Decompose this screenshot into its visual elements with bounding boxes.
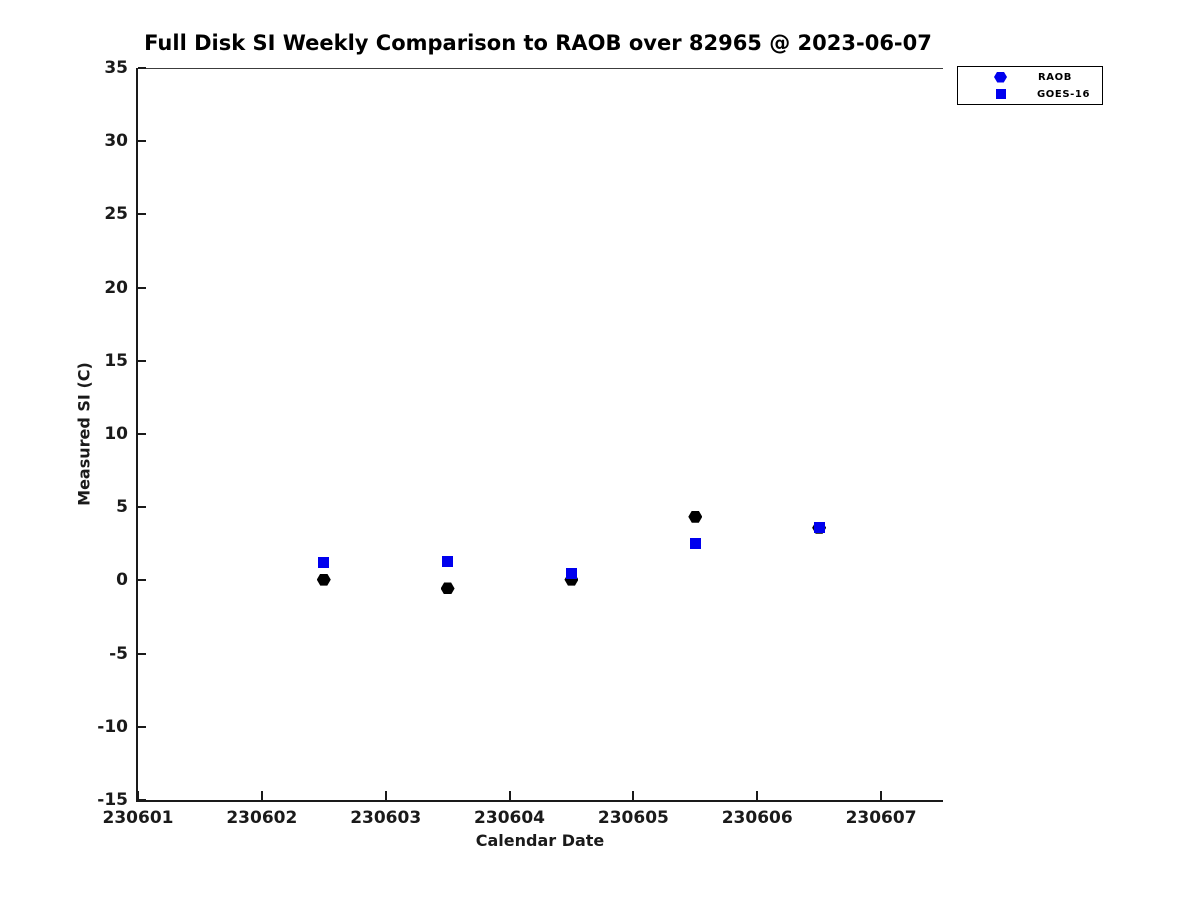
data-point-goes-16 — [318, 556, 330, 568]
x-axis-line — [136, 800, 943, 802]
x-tick-label: 230607 — [845, 808, 917, 828]
x-tick-label: 230606 — [721, 808, 793, 828]
y-tick-label: 30 — [104, 131, 128, 152]
y-tick — [138, 359, 146, 362]
data-point-goes-16 — [565, 568, 577, 580]
x-tick-label: 230603 — [350, 808, 422, 828]
legend-box: RAOB GOES-16 — [957, 66, 1103, 105]
y-tick-label: 5 — [116, 497, 128, 518]
chart-title: Full Disk SI Weekly Comparison to RAOB o… — [144, 31, 932, 55]
y-tick-label: -10 — [97, 716, 128, 737]
x-tick — [756, 791, 759, 800]
x-tick-label: 230601 — [102, 808, 174, 828]
x-tick-label: 230604 — [474, 808, 546, 828]
data-point-goes-16 — [442, 555, 454, 567]
legend-entry-raob: RAOB — [958, 70, 1102, 84]
y-tick-label: 20 — [104, 277, 128, 298]
y-tick — [138, 213, 146, 216]
square-icon — [996, 89, 1006, 99]
y-tick-label: -15 — [97, 790, 128, 810]
y-tick — [138, 725, 146, 728]
y-tick — [138, 140, 146, 143]
y-tick-label: -5 — [109, 643, 128, 664]
y-tick-label: 35 — [104, 58, 128, 78]
y-tick — [138, 67, 146, 69]
legend-label: RAOB — [1038, 71, 1072, 83]
x-tick — [137, 791, 139, 800]
x-tick-label: 230602 — [226, 808, 298, 828]
x-tick — [632, 791, 635, 800]
data-point-raob — [688, 510, 703, 523]
legend-label: GOES-16 — [1037, 88, 1091, 100]
data-point-goes-16 — [689, 537, 701, 549]
x-tick — [880, 791, 883, 800]
y-tick-label: 0 — [116, 570, 128, 591]
top-spine — [138, 68, 943, 69]
data-point-goes-16 — [813, 522, 825, 534]
y-tick-label: 10 — [104, 424, 128, 444]
x-tick — [508, 791, 511, 800]
x-tick — [384, 791, 387, 800]
y-tick — [138, 652, 146, 655]
y-axis-line — [136, 68, 138, 802]
legend-entry-goes-16: GOES-16 — [958, 87, 1102, 101]
y-tick — [138, 433, 146, 435]
y-tick-label: 25 — [104, 204, 128, 225]
x-axis-label: Calendar Date — [475, 831, 605, 850]
y-tick — [138, 286, 146, 289]
y-tick-label: 15 — [104, 350, 128, 371]
y-tick — [138, 506, 146, 509]
data-point-raob — [316, 573, 331, 586]
data-point-raob — [440, 582, 455, 595]
y-tick — [138, 579, 146, 582]
x-tick-label: 230605 — [597, 808, 669, 828]
y-tick — [138, 799, 146, 801]
x-tick — [260, 791, 263, 800]
hexagon-icon — [994, 71, 1007, 83]
